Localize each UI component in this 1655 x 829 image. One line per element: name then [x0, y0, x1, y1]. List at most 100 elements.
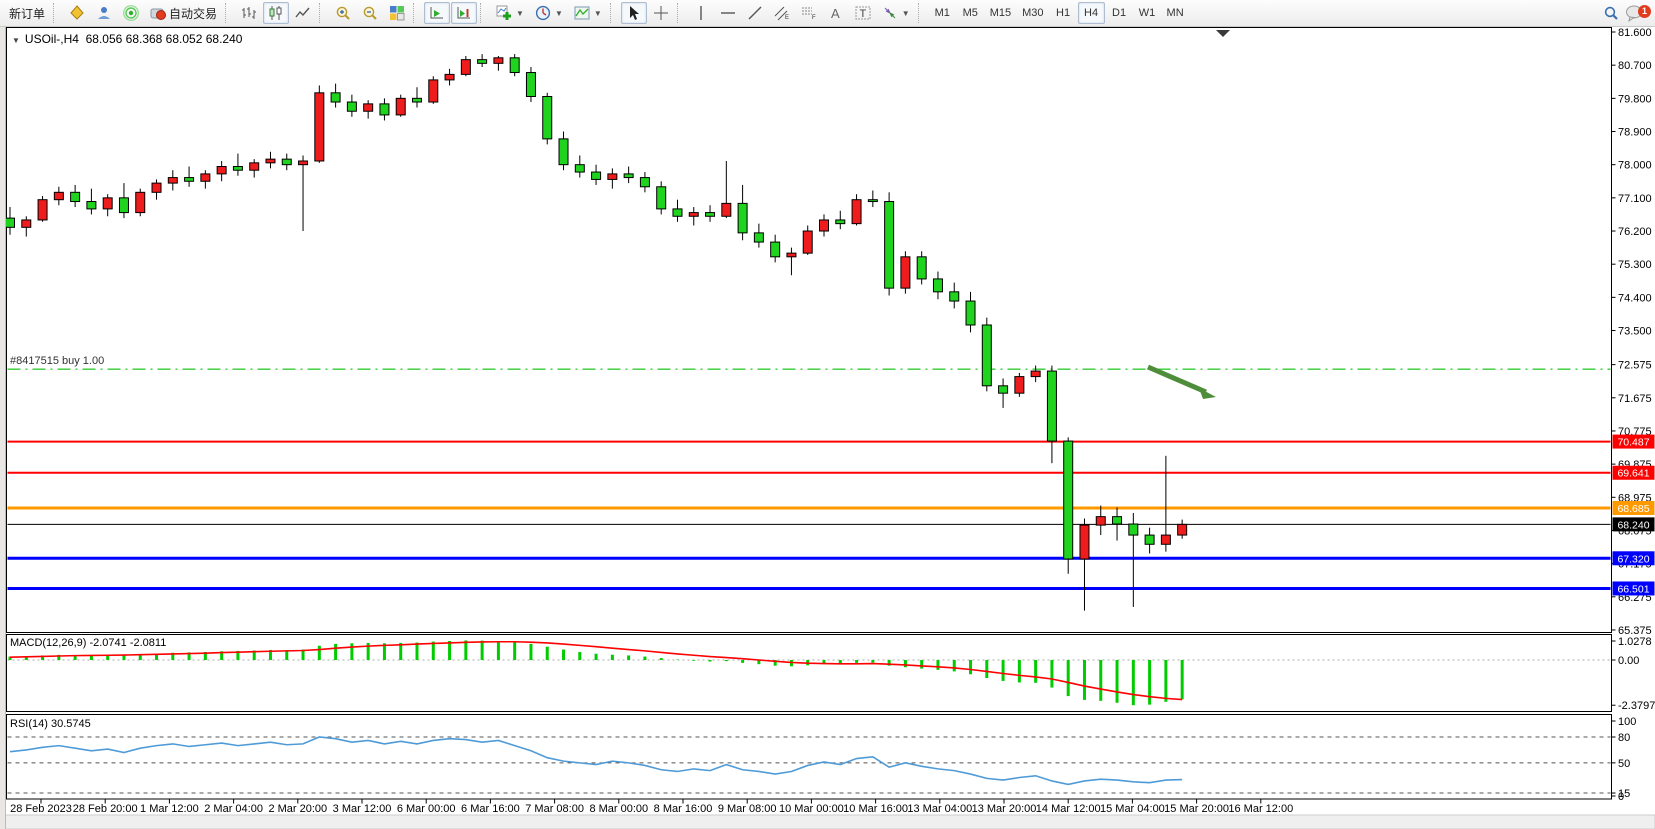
candle-up — [851, 199, 862, 225]
dropdown-caret: ▼ — [901, 8, 910, 18]
price-axis-label: 78.000 — [1618, 160, 1652, 172]
text-label-icon: T — [855, 6, 871, 20]
chart-canvas[interactable]: #8417515 buy 1.00 81.600 80.700 79.800 78.90… — [0, 27, 1655, 829]
candle-up — [1079, 524, 1090, 560]
chart-shift-marker[interactable] — [1216, 30, 1230, 37]
chevron-down-icon[interactable]: ▼ — [12, 36, 20, 45]
candle-up — [135, 191, 146, 214]
candlestick-chart-button[interactable] — [263, 2, 290, 24]
candle-down — [623, 173, 634, 179]
line-chart-button[interactable] — [290, 2, 316, 24]
candle-up — [314, 92, 325, 162]
candle-up — [1095, 516, 1106, 526]
candle-down — [591, 171, 602, 180]
profile-button[interactable] — [91, 2, 117, 24]
toolbar-separator — [319, 3, 327, 23]
indicators-button[interactable]: ▼ — [491, 2, 529, 24]
timeframe-w1-button[interactable]: W1 — [1134, 2, 1161, 24]
candlestick-icon — [269, 6, 282, 20]
candle-down — [525, 72, 536, 97]
template-icon — [574, 6, 590, 20]
price-tag-value: 69.641 — [1617, 468, 1649, 480]
cursor-button[interactable] — [620, 2, 647, 24]
trend-arrow-annotation[interactable] — [1147, 364, 1207, 395]
date-axis-label: 9 Mar 08:00 — [718, 803, 777, 815]
signal-button[interactable] — [118, 2, 144, 24]
text-button[interactable]: A — [823, 2, 849, 24]
candle-up — [37, 199, 48, 221]
date-axis-label: 6 Mar 00:00 — [397, 803, 456, 815]
timeframe-mn-button[interactable]: MN — [1162, 2, 1189, 24]
order-line-label: #8417515 buy 1.00 — [10, 355, 104, 367]
crosshair-button[interactable] — [648, 2, 674, 24]
candle-down — [998, 385, 1009, 394]
date-axis-label: 8 Mar 16:00 — [654, 803, 713, 815]
candle-up — [428, 79, 439, 103]
zoom-in-button[interactable] — [330, 2, 356, 24]
zoom-out-button[interactable] — [357, 2, 383, 24]
horizontal-line-button[interactable] — [715, 2, 741, 24]
zoom-out-icon — [363, 6, 377, 20]
crosshair-icon — [653, 6, 668, 20]
candle-down — [184, 177, 195, 182]
candle-up — [721, 202, 732, 217]
notifications-button[interactable]: 1 — [1625, 4, 1651, 22]
timeframe-m30-button[interactable]: M30 — [1017, 2, 1048, 24]
svg-text:A: A — [831, 6, 840, 21]
search-button[interactable] — [1598, 2, 1624, 24]
timeframe-d1-button[interactable]: D1 — [1106, 2, 1133, 24]
timeframe-m1-button[interactable]: M1 — [929, 2, 956, 24]
timeframe-h4-button[interactable]: H4 — [1077, 2, 1105, 24]
chart-shift-button[interactable] — [451, 2, 478, 24]
svg-text:F: F — [812, 15, 816, 21]
date-axis-label: 2 Mar 04:00 — [204, 803, 263, 815]
add-indicator-icon — [496, 5, 512, 20]
candle-down — [281, 158, 292, 166]
macd-pane — [6, 634, 1612, 712]
wand-button[interactable] — [64, 2, 90, 24]
templates-button[interactable]: ▼ — [569, 2, 607, 24]
text-label-button[interactable]: T — [850, 2, 876, 24]
timeframe-h1-button[interactable]: H1 — [1050, 2, 1077, 24]
auto-scroll-button[interactable] — [424, 2, 451, 24]
fibonacci-icon: F — [801, 7, 816, 21]
autotrading-label: 自动交易 — [169, 6, 218, 21]
tile-windows-button[interactable] — [384, 2, 410, 24]
auto-scroll-icon — [430, 7, 444, 19]
chart-title: ▼ USOil-,H4 68.056 68.368 68.052 68.240 — [12, 32, 242, 46]
zoom-in-icon — [336, 6, 350, 20]
candle-up — [786, 252, 797, 258]
trendline-button[interactable] — [742, 2, 768, 24]
candle-down — [412, 97, 422, 103]
price-axis-label: 78.900 — [1618, 127, 1652, 139]
window-left-edge — [0, 27, 6, 829]
dropdown-caret: ▼ — [593, 8, 602, 18]
periods-button[interactable]: ▼ — [530, 2, 568, 24]
candle-down — [949, 291, 960, 302]
candle-down — [1063, 440, 1074, 560]
candle-up — [900, 256, 911, 289]
vertical-line-button[interactable] — [688, 2, 714, 24]
candle-down — [639, 177, 650, 188]
arrows-button[interactable]: ▼ — [877, 2, 915, 24]
candle-down — [737, 202, 748, 234]
fibonacci-button[interactable]: F — [796, 2, 822, 24]
rsi-axis-label: 0 — [1618, 791, 1624, 803]
rsi-axis-label: 100 — [1618, 716, 1636, 728]
new-order-button[interactable]: 新订单 — [4, 2, 50, 24]
macd-axis-label: 0.00 — [1618, 655, 1639, 667]
price-tag — [1612, 500, 1655, 515]
timeframe-m15-button[interactable]: M15 — [985, 2, 1016, 24]
toolbar-separator — [917, 3, 926, 23]
price-tag — [1612, 517, 1655, 532]
price-axis-label: 76.200 — [1618, 226, 1652, 238]
bar-chart-button[interactable] — [236, 2, 262, 24]
candle-up — [53, 191, 64, 201]
autotrading-button[interactable]: 自动交易 — [145, 2, 222, 24]
channel-button[interactable]: E — [769, 2, 795, 24]
macd-signal-line — [9, 640, 1183, 701]
timeframe-m5-button[interactable]: M5 — [957, 2, 984, 24]
date-axis-label: 14 Mar 12:00 — [1036, 803, 1101, 815]
toolbar-separator — [480, 3, 488, 23]
